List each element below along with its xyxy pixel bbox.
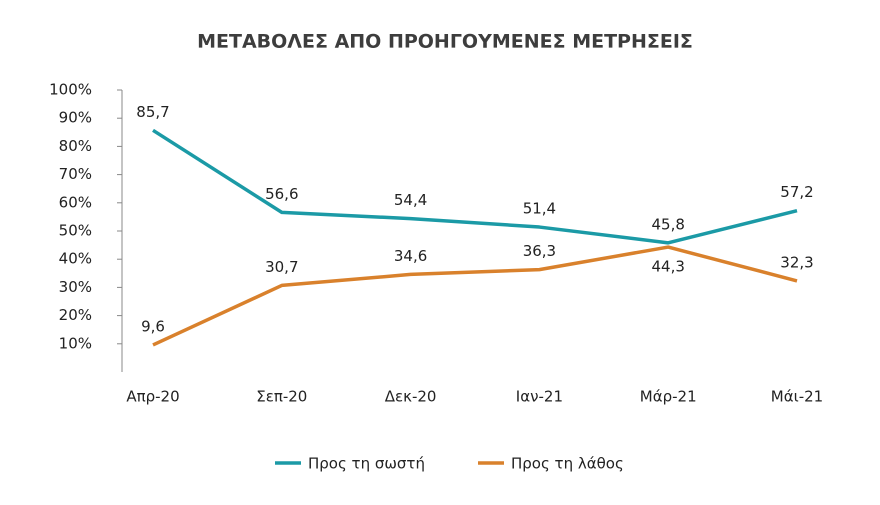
chart-title: ΜΕΤΑΒΟΛΕΣ ΑΠΟ ΠΡΟΗΓΟΥΜΕΝΕΣ ΜΕΤΡΗΣΕΙΣ [197, 31, 693, 53]
legend-label: Προς τη σωστή [308, 455, 425, 473]
data-label: 34,6 [394, 247, 427, 265]
data-label: 32,3 [780, 253, 813, 271]
y-tick-label: 50% [59, 222, 92, 240]
y-tick-label: 90% [59, 109, 92, 127]
legend-label: Προς τη λάθος [511, 455, 624, 473]
y-tick-label: 30% [59, 278, 92, 296]
x-tick-label: Δεκ-20 [385, 388, 437, 406]
data-label: 36,3 [523, 242, 556, 260]
series-line [152, 245, 798, 347]
y-tick-label: 40% [59, 250, 92, 268]
y-tick-label: 20% [59, 306, 92, 324]
x-tick-label: Απρ-20 [126, 388, 179, 406]
data-label: 45,8 [651, 215, 684, 233]
y-tick-label: 100% [49, 81, 92, 99]
y-tick-label: 60% [59, 193, 92, 211]
y-tick-label: 80% [59, 137, 92, 155]
data-label: 54,4 [394, 191, 427, 209]
data-label: 51,4 [523, 200, 556, 218]
series-line [152, 128, 798, 245]
data-label: 85,7 [136, 103, 169, 121]
data-label: 57,2 [780, 183, 813, 201]
x-tick-label: Μάι-21 [771, 388, 823, 406]
y-tick-label: 10% [59, 334, 92, 352]
x-tick-label: Μάρ-21 [640, 388, 697, 406]
data-label: 56,6 [265, 185, 298, 203]
x-tick-label: Ιαν-21 [516, 388, 563, 406]
data-label: 9,6 [141, 317, 165, 335]
data-label: 44,3 [651, 258, 684, 276]
x-tick-label: Σεπ-20 [256, 388, 307, 406]
data-label: 30,7 [265, 258, 298, 276]
y-tick-label: 70% [59, 165, 92, 183]
